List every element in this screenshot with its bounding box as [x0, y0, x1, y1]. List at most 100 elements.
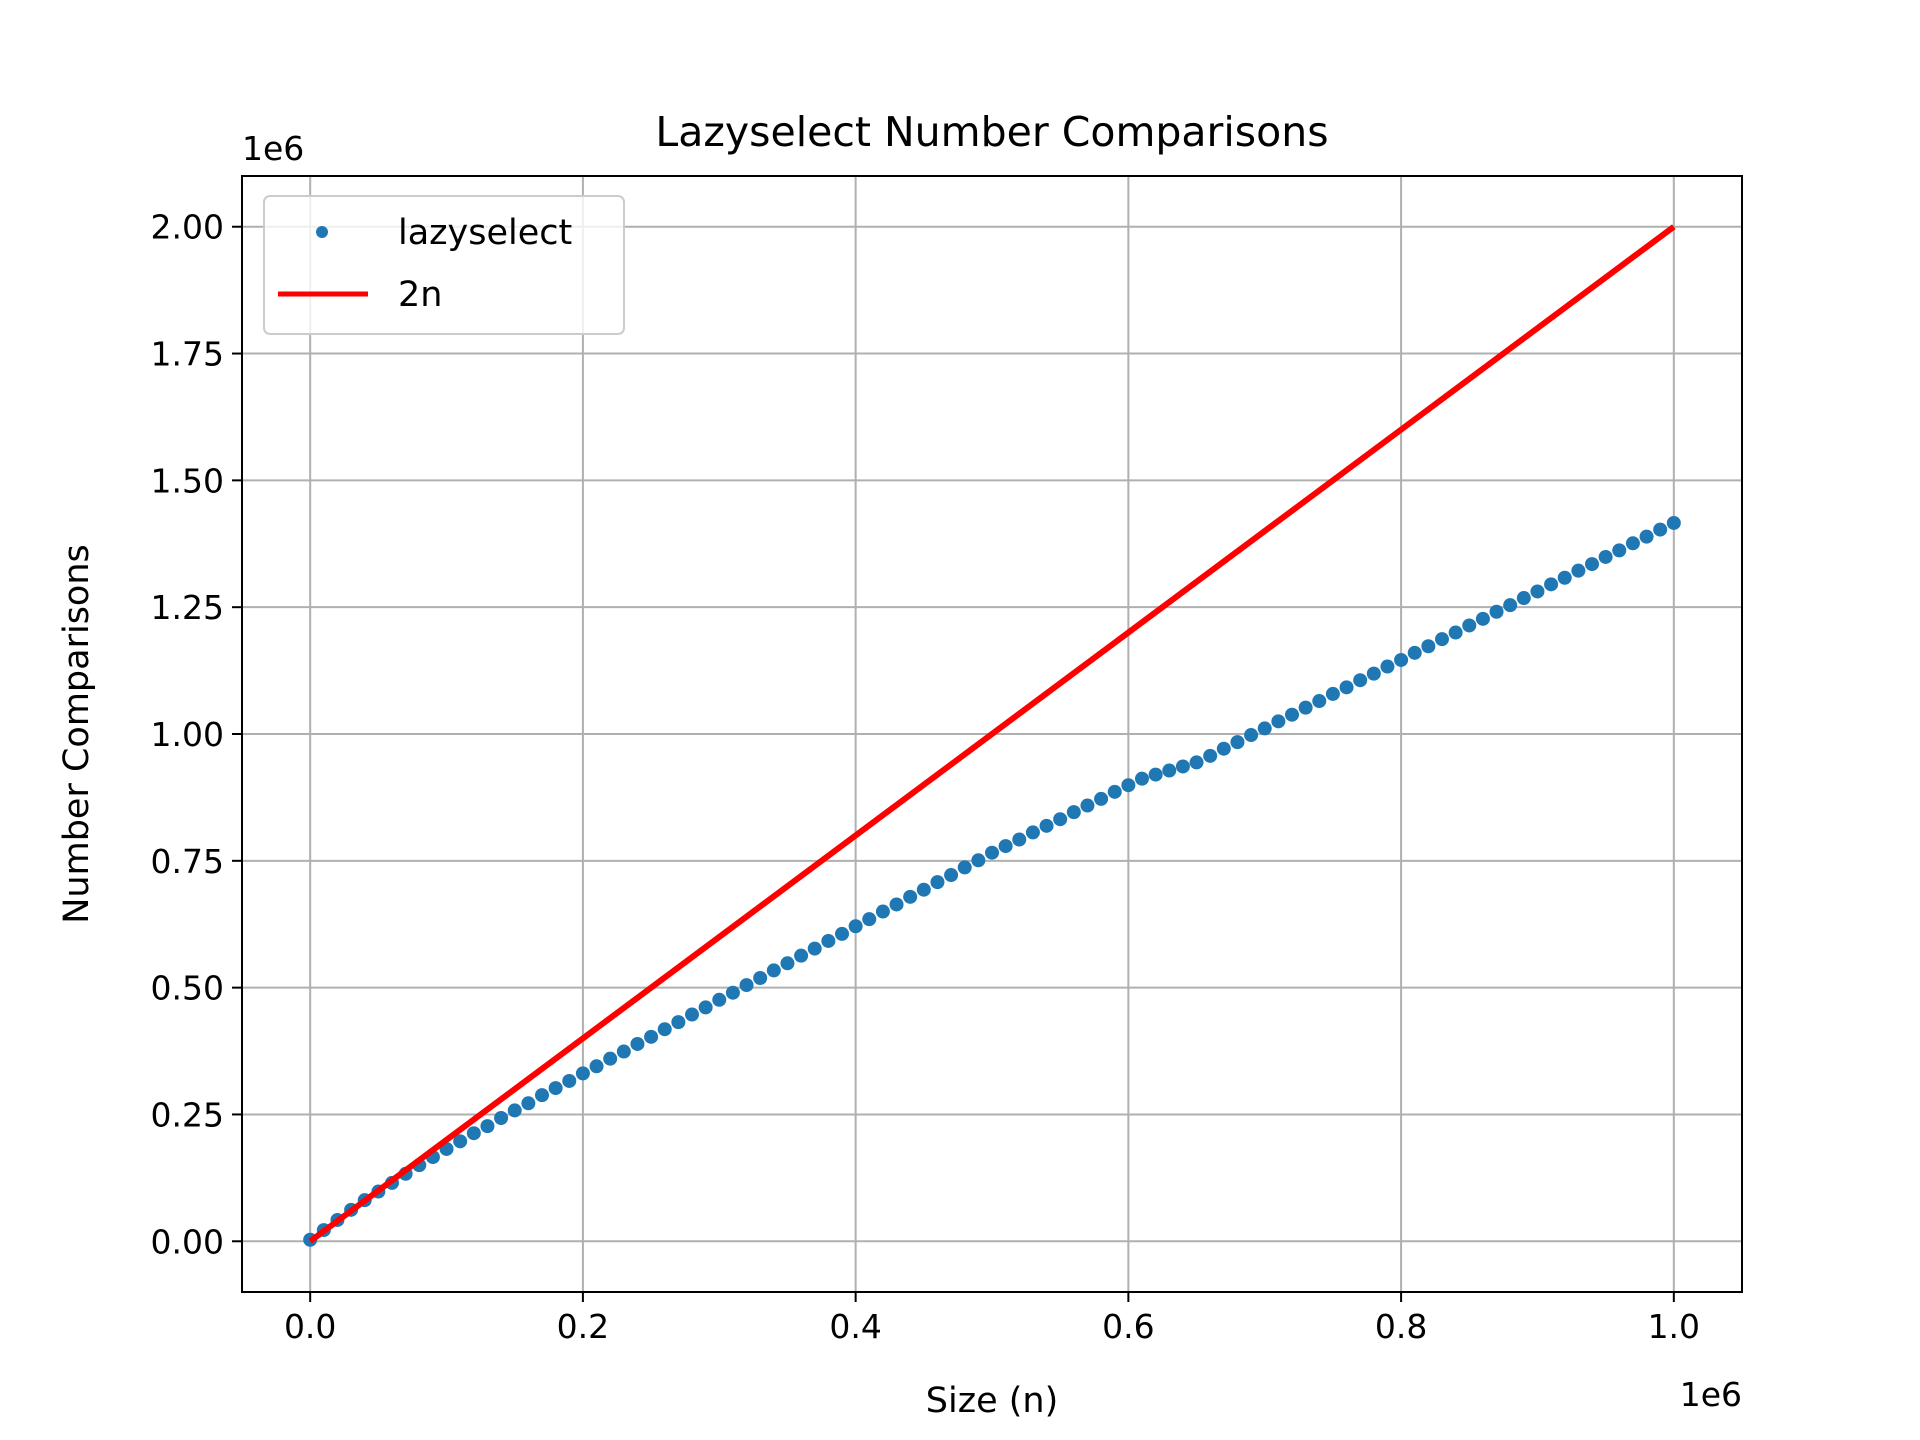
- data-point: [1598, 549, 1613, 564]
- data-point: [1435, 632, 1449, 647]
- data-point: [1025, 825, 1040, 840]
- data-point: [1544, 577, 1559, 592]
- x-tick-label: 0.8: [1375, 1307, 1427, 1346]
- data-point: [1066, 805, 1081, 820]
- data-point: [807, 941, 822, 956]
- data-point: [1257, 721, 1272, 736]
- data-point: [1353, 673, 1368, 688]
- data-point: [1135, 771, 1149, 786]
- data-point: [821, 933, 836, 948]
- data-point: [1585, 557, 1599, 572]
- data-point: [1530, 584, 1545, 599]
- data-point: [971, 853, 986, 868]
- data-point: [1339, 680, 1354, 695]
- y-tick-label: 1.75: [151, 335, 224, 374]
- data-point: [1421, 639, 1436, 654]
- data-point: [507, 1103, 522, 1118]
- data-point: [794, 948, 809, 963]
- chart-title: Lazyselect Number Comparisons: [655, 108, 1328, 156]
- data-point: [712, 992, 727, 1007]
- data-point: [1666, 515, 1681, 530]
- data-point: [1380, 659, 1395, 674]
- data-point: [1285, 707, 1299, 722]
- data-point: [725, 985, 740, 1000]
- data-point: [862, 912, 877, 927]
- data-point: [1107, 784, 1122, 799]
- data-point: [889, 897, 904, 912]
- data-point: [657, 1022, 672, 1037]
- legend: lazyselect 2n: [263, 195, 625, 335]
- legend-box: [263, 195, 625, 335]
- data-point: [1298, 700, 1313, 715]
- data-point: [1625, 536, 1640, 551]
- data-point: [1448, 625, 1463, 640]
- x-tick-label: 0.0: [284, 1307, 336, 1346]
- y-tick-label: 1.00: [151, 715, 224, 754]
- data-point: [1012, 832, 1027, 847]
- data-point: [985, 845, 999, 860]
- data-point: [521, 1096, 536, 1111]
- data-point: [1462, 618, 1477, 633]
- data-point: [766, 963, 781, 978]
- data-point: [1162, 763, 1177, 778]
- data-point: [466, 1126, 481, 1141]
- data-point: [1516, 591, 1531, 606]
- data-point: [1557, 570, 1572, 585]
- data-point: [1230, 735, 1245, 750]
- data-point: [1244, 728, 1259, 743]
- data-point: [875, 904, 890, 919]
- data-point: [780, 956, 795, 971]
- data-point: [1121, 778, 1136, 793]
- data-point: [616, 1044, 631, 1059]
- data-point: [930, 875, 945, 890]
- data-point: [1203, 748, 1218, 763]
- data-point: [1216, 741, 1231, 756]
- data-point: [562, 1073, 577, 1088]
- data-point: [835, 926, 849, 941]
- data-point: [671, 1015, 686, 1030]
- y-axis-label: Number Comparisons: [57, 544, 97, 924]
- scatter-series-lazyselect: [303, 515, 1681, 1247]
- data-point: [575, 1066, 590, 1081]
- data-point: [848, 919, 863, 934]
- data-point: [1312, 694, 1327, 709]
- data-point: [1489, 604, 1504, 619]
- data-point: [685, 1007, 699, 1022]
- data-point: [1271, 714, 1286, 729]
- data-point: [998, 839, 1013, 854]
- data-point: [548, 1081, 563, 1096]
- data-point: [903, 889, 918, 904]
- data-point: [644, 1029, 659, 1044]
- axis-ticks: 0.0 0.2 0.4 0.6 0.8 1.0 0.00 0.25 0.50 0.75 1.00 1.…: [151, 208, 1701, 1346]
- y-tick-label: 1.50: [151, 461, 224, 500]
- data-point: [480, 1119, 495, 1134]
- data-point: [1653, 522, 1668, 537]
- data-point: [1407, 645, 1422, 660]
- data-point: [1475, 611, 1490, 626]
- x-axis-offset-label: 1e6: [1680, 1375, 1742, 1414]
- x-tick-label: 0.2: [557, 1307, 609, 1346]
- data-point: [916, 882, 931, 897]
- plot-series: [303, 224, 1681, 1247]
- y-axis-offset-label: 1e6: [242, 129, 304, 168]
- data-point: [957, 860, 972, 875]
- legend-label-2n: 2n: [398, 275, 442, 315]
- y-tick-label: 0.50: [151, 969, 224, 1008]
- data-point: [1366, 666, 1381, 681]
- data-point: [739, 978, 754, 993]
- line-series-2n: [308, 224, 1676, 1244]
- data-point: [453, 1134, 468, 1149]
- data-point: [603, 1051, 618, 1066]
- data-point: [1094, 791, 1109, 806]
- x-tick-label: 1.0: [1648, 1307, 1700, 1346]
- data-point: [1503, 598, 1518, 613]
- data-point: [1639, 529, 1654, 544]
- data-point: [1039, 818, 1054, 833]
- data-point: [1571, 563, 1586, 578]
- data-point: [535, 1088, 549, 1103]
- data-point: [494, 1111, 509, 1126]
- legend-label-lazyselect: lazyselect: [398, 213, 572, 253]
- data-point: [1148, 767, 1163, 782]
- data-point: [1175, 759, 1190, 774]
